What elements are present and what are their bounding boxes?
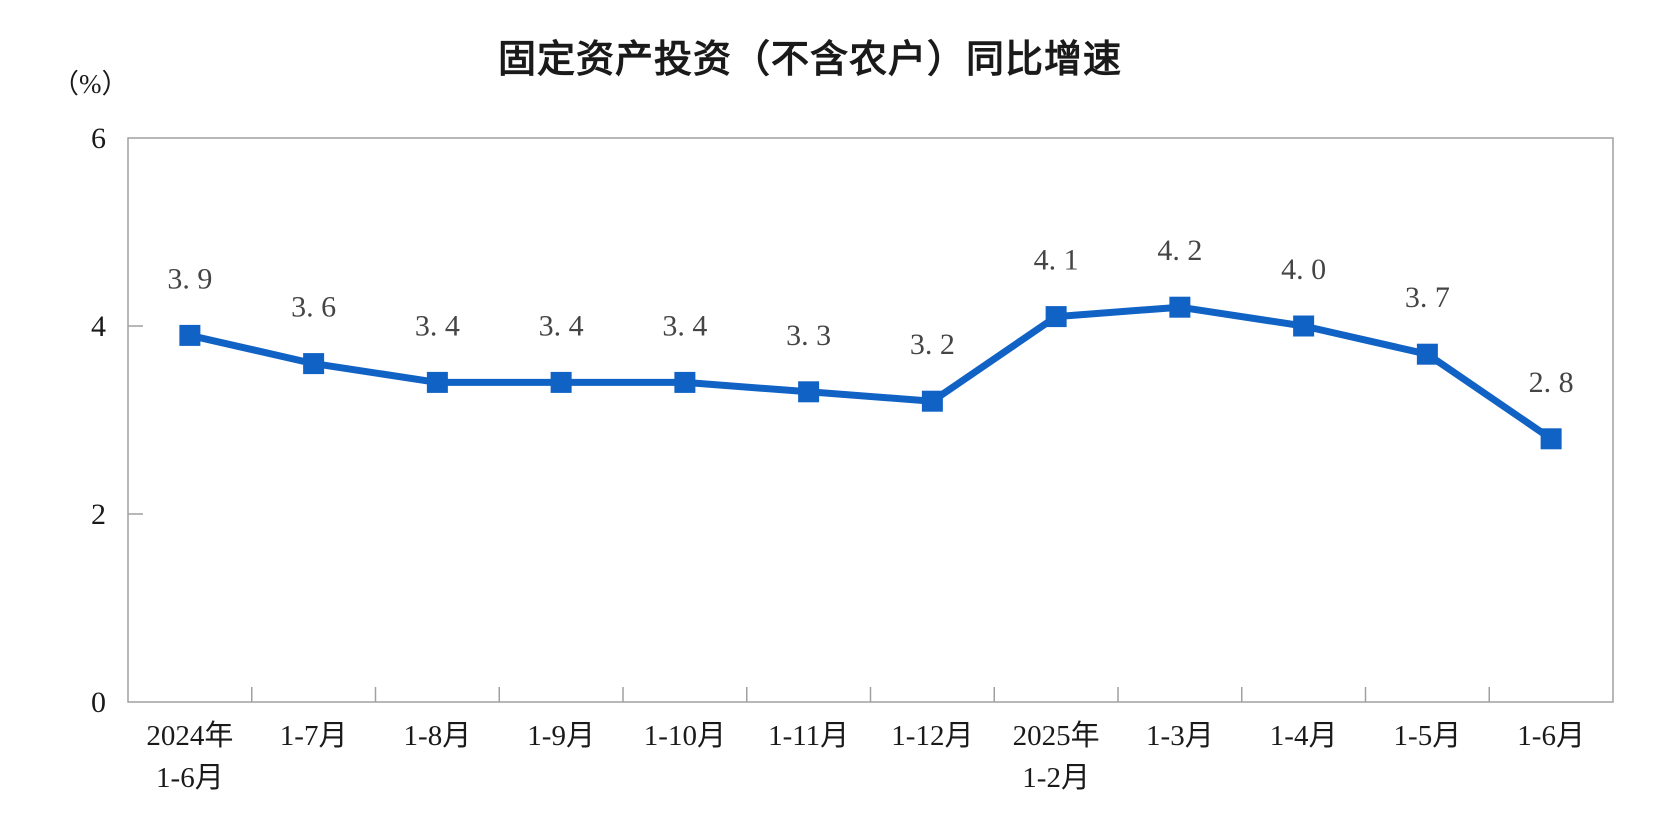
- data-point-marker: [1293, 315, 1315, 337]
- data-point-marker: [674, 371, 696, 393]
- data-series-line: [189, 303, 1554, 442]
- data-point-label: 4. 0: [1281, 253, 1326, 286]
- x-tick-label: 1-3月: [1146, 720, 1214, 752]
- data-point-label: 3. 4: [539, 309, 584, 342]
- data-point-marker: [426, 371, 448, 393]
- data-point-label: 2. 8: [1529, 366, 1574, 399]
- x-tick-label: 1-4月: [1270, 720, 1338, 752]
- data-point-label: 3. 4: [415, 309, 460, 342]
- x-tick-label: 1-7月: [280, 720, 348, 752]
- chart-title: 固定资产投资（不含农户）同比增速: [497, 37, 1122, 81]
- x-tick-label: 1-10月: [644, 720, 726, 752]
- data-point-marker: [921, 390, 943, 412]
- y-tick-label: 2: [91, 498, 106, 531]
- data-point-label: 3. 3: [786, 319, 831, 352]
- data-point-label: 3. 4: [662, 309, 707, 342]
- data-point-marker: [1416, 343, 1438, 365]
- data-point-marker: [550, 371, 572, 393]
- data-point-label: 3. 7: [1405, 281, 1450, 314]
- data-point-label: 4. 2: [1157, 234, 1202, 267]
- x-tick-label: 2025年 1-2月: [1013, 719, 1100, 794]
- y-tick-label: 0: [91, 686, 106, 719]
- y-tick-label: 4: [91, 310, 106, 343]
- x-tick-label: 1-6月: [1517, 720, 1585, 752]
- x-tick-label: 1-5月: [1394, 720, 1462, 752]
- data-point-marker: [798, 381, 820, 403]
- y-tick-label: 6: [91, 122, 106, 155]
- data-point-marker: [179, 324, 201, 346]
- data-point-label: 3. 9: [167, 262, 212, 295]
- data-point-marker: [1169, 296, 1191, 318]
- x-tick-label: 1-8月: [404, 720, 472, 752]
- x-tick-label: 1-9月: [527, 720, 595, 752]
- y-axis-unit-label: （%）: [52, 69, 129, 99]
- plot-border: [127, 137, 1614, 703]
- x-tick-label: 1-12月: [891, 720, 973, 752]
- data-point-label: 3. 6: [291, 291, 336, 324]
- data-point-marker: [1540, 428, 1562, 450]
- data-point-label: 3. 2: [910, 328, 955, 361]
- data-point-marker: [1045, 306, 1067, 328]
- x-tick-label: 2024年 1-6月: [146, 719, 233, 794]
- x-tick-label: 1-11月: [768, 720, 849, 752]
- data-point-marker: [303, 353, 325, 375]
- data-point-label: 4. 1: [1034, 244, 1079, 277]
